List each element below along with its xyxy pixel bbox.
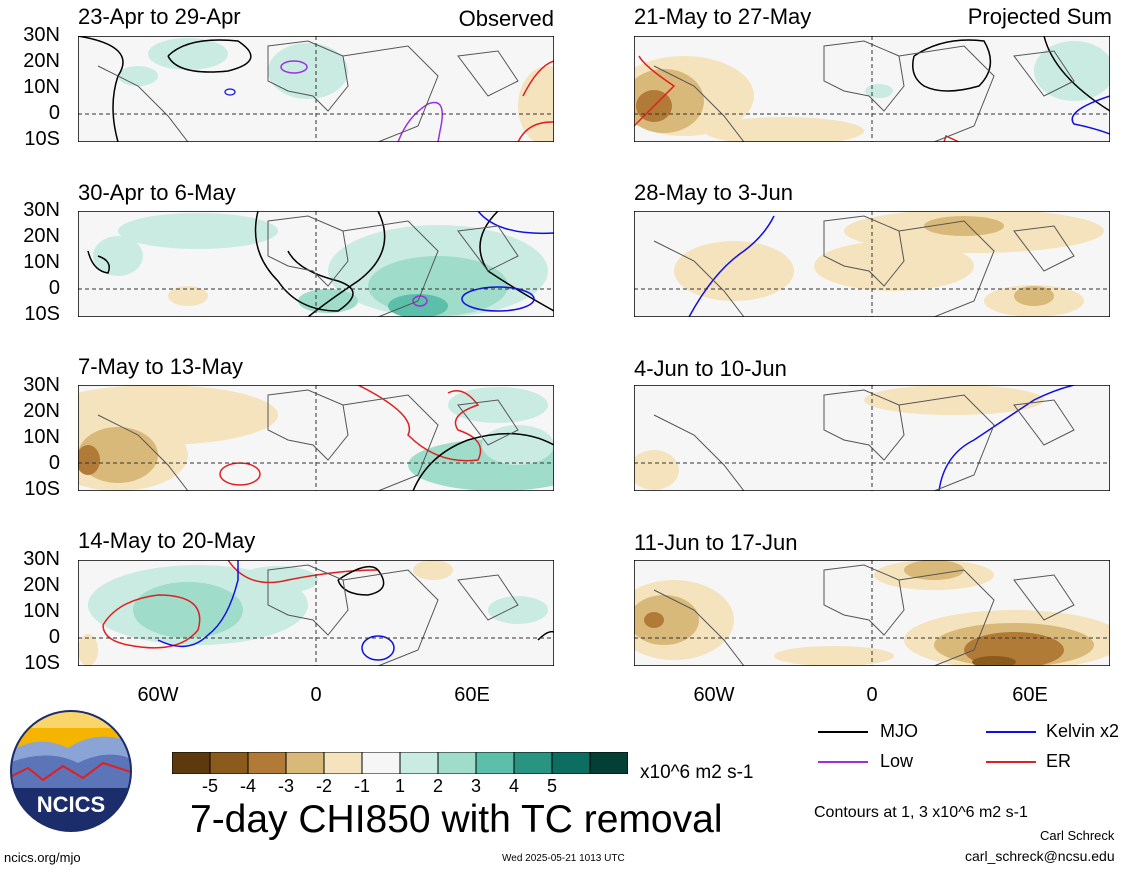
logo-text: NCICS (37, 792, 105, 817)
lat-label: 20N (23, 225, 60, 247)
colorbar-swatch (172, 752, 211, 774)
legend-label-kelvin: Kelvin x2 (1046, 721, 1120, 741)
colorbar-tick-label: -5 (201, 776, 218, 796)
colorbar-tick-label: 1 (394, 776, 405, 796)
legend-label-low: Low (880, 751, 914, 771)
map-panel-l2 (78, 211, 554, 317)
lat-label: 20N (23, 574, 60, 596)
lat-label: 20N (23, 400, 60, 422)
panel-title-l4: 14-May to 20-May (78, 528, 256, 553)
colorbar-swatch (323, 752, 363, 774)
lon-label: 60E (1012, 684, 1048, 706)
lon-label: 60W (137, 684, 179, 706)
lat-label: 10S (24, 303, 60, 325)
colorbar-swatch (361, 752, 401, 774)
right-column-tag: Projected Sum (967, 4, 1112, 29)
colorbar-tick-label: -4 (239, 776, 256, 796)
panel-title-r1: 21-May to 27-May (634, 4, 812, 29)
colorbar-swatch (589, 752, 628, 774)
lon-label: 60E (454, 684, 490, 706)
lat-label: 10N (23, 251, 60, 273)
legend-line-mjo (818, 731, 868, 733)
lat-label: 20N (23, 50, 60, 72)
colorbar-swatch (209, 752, 249, 774)
panel-title-l2: 30-Apr to 6-May (78, 180, 236, 205)
map-panel-l3 (78, 385, 554, 491)
colorbar-tick-label: -3 (277, 776, 294, 796)
colorbar-swatch (513, 752, 553, 774)
author-email: carl_schreck@ncsu.edu (965, 848, 1115, 864)
panel-title-l1: 23-Apr to 29-Apr (78, 4, 241, 29)
map-panel-r2 (634, 211, 1110, 317)
colorbar-swatch (399, 752, 439, 774)
lat-label: 30N (23, 548, 60, 570)
lat-label: 0 (48, 452, 60, 474)
left-column-tag: Observed (458, 6, 554, 31)
lat-label: 10N (23, 426, 60, 448)
lon-label: 0 (866, 684, 878, 706)
legend-line-kelvin (986, 731, 1036, 733)
footer-url: ncics.org/mjo (4, 850, 81, 865)
lon-label: 60W (693, 684, 735, 706)
lat-label: 10S (24, 478, 60, 500)
panel-title-r3: 4-Jun to 10-Jun (634, 356, 787, 381)
legend-line-er (986, 761, 1036, 763)
colorbar-tick-label: -2 (315, 776, 332, 796)
ncics-logo: NCICS (10, 710, 132, 832)
author-name: Carl Schreck (1040, 828, 1115, 843)
colorbar-swatch (551, 752, 591, 774)
lat-label: 0 (48, 626, 60, 648)
colorbar-tick-label: 4 (508, 776, 519, 796)
colorbar-swatch (247, 752, 287, 774)
colorbar-tick-label: 5 (546, 776, 557, 796)
panel-title-r4: 11-Jun to 17-Jun (634, 530, 798, 555)
map-panel-r3 (634, 385, 1110, 491)
colorbar-swatch (475, 752, 515, 774)
map-panel-r1 (634, 36, 1110, 142)
lat-label: 10N (23, 600, 60, 622)
map-panel-l4 (78, 560, 554, 666)
colorbar-tick-label: -1 (353, 776, 370, 796)
colorbar-swatch (437, 752, 477, 774)
legend-line-low (818, 761, 868, 763)
colorbar-tick-label: 2 (432, 776, 443, 796)
colorbar (172, 752, 628, 774)
map-panel-l1 (78, 36, 554, 142)
lat-label: 30N (23, 199, 60, 221)
legend-label-er: ER (1046, 751, 1072, 771)
colorbar-units: x10^6 m2 s-1 (640, 762, 754, 783)
lat-label: 30N (23, 374, 60, 396)
lat-label: 0 (48, 277, 60, 299)
lat-label: 0 (48, 102, 60, 124)
panel-title-l3: 7-May to 13-May (78, 354, 244, 379)
lat-label: 30N (23, 24, 60, 46)
map-panel-r4 (634, 560, 1110, 666)
colorbar-swatch (285, 752, 325, 774)
legend-label-mjo: MJO (880, 721, 918, 741)
lat-label: 10S (24, 128, 60, 150)
lon-label: 0 (310, 684, 322, 706)
lat-label: 10S (24, 652, 60, 674)
colorbar-tick-label: 3 (470, 776, 481, 796)
panel-title-r2: 28-May to 3-Jun (634, 180, 793, 205)
footer-timestamp: Wed 2025-05-21 1013 UTC (502, 853, 625, 864)
main-title: 7-day CHI850 with TC removal (190, 798, 723, 841)
lat-label: 10N (23, 76, 60, 98)
contours-note: Contours at 1, 3 x10^6 m2 s-1 (814, 804, 1028, 821)
